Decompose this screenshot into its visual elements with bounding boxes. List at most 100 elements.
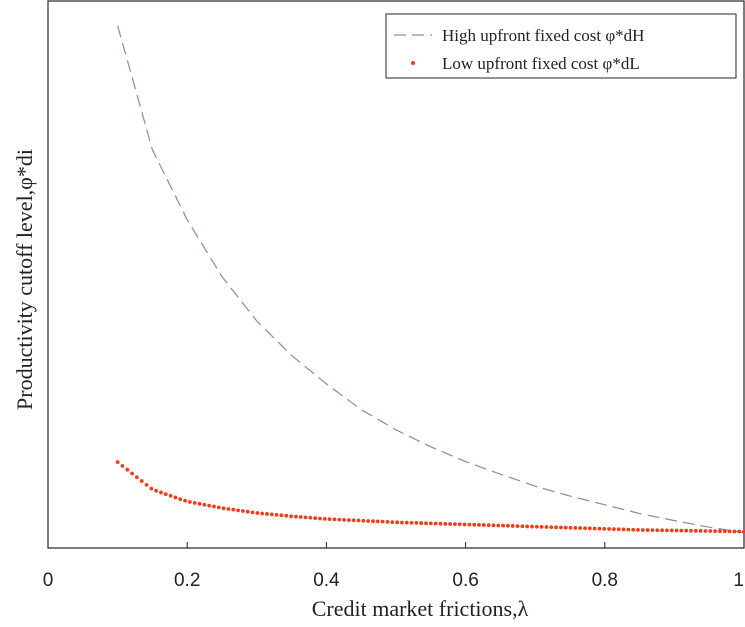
series-point-low-cost xyxy=(650,528,655,533)
series-point-low-cost xyxy=(395,520,399,525)
series-point-low-cost xyxy=(245,509,250,514)
series-point-low-cost xyxy=(592,526,597,531)
series-point-low-cost xyxy=(544,525,549,529)
series-point-low-cost xyxy=(279,513,284,518)
series-point-low-cost xyxy=(342,517,346,522)
series-point-low-cost xyxy=(414,521,419,525)
series-point-low-cost xyxy=(708,529,713,533)
series-point-low-cost xyxy=(274,512,279,517)
series-point-low-cost xyxy=(385,519,390,524)
legend: High upfront fixed cost φ*dH Low upfront… xyxy=(385,13,737,79)
y-axis-label: Productivity cutoff level,φ*di xyxy=(12,149,37,410)
series-point-low-cost xyxy=(515,524,520,529)
series-point-low-cost xyxy=(534,524,539,529)
series-point-low-cost xyxy=(212,504,216,509)
legend-entry-low-cost: Low upfront fixed cost φ*dL xyxy=(442,54,640,73)
x-tick-label: 0.8 xyxy=(592,570,618,591)
series-point-low-cost xyxy=(202,502,207,507)
series-point-low-cost xyxy=(438,521,443,526)
series-point-low-cost xyxy=(207,503,212,508)
series-point-low-cost xyxy=(631,527,636,532)
series-point-low-cost xyxy=(322,516,327,521)
series-point-low-cost xyxy=(332,517,337,522)
series-point-low-cost xyxy=(452,522,457,527)
series-point-low-cost xyxy=(481,523,486,527)
series-point-low-cost xyxy=(269,512,274,517)
series-point-low-cost xyxy=(640,528,645,532)
series-point-low-cost xyxy=(568,525,573,530)
series-point-low-cost xyxy=(698,529,703,533)
series-point-low-cost xyxy=(563,525,568,530)
series-point-low-cost xyxy=(255,511,260,515)
x-ticks: 0 0.2 0.4 0.6 0.8 1 xyxy=(43,542,745,591)
series-point-low-cost xyxy=(578,526,583,530)
series-point-low-cost xyxy=(621,527,626,532)
series-point-low-cost xyxy=(327,517,332,522)
series-point-low-cost xyxy=(221,506,226,511)
series-point-low-cost xyxy=(597,526,602,531)
series-point-low-cost xyxy=(689,528,693,533)
series-point-low-cost xyxy=(486,523,491,528)
series-point-low-cost xyxy=(674,528,679,533)
series-point-low-cost xyxy=(178,497,183,501)
series-point-low-cost xyxy=(149,486,154,491)
series-point-low-cost xyxy=(236,508,240,513)
series-point-low-cost xyxy=(337,517,342,522)
series-point-low-cost xyxy=(226,507,231,511)
series-point-low-cost xyxy=(602,526,607,531)
series-point-low-cost xyxy=(491,523,496,528)
series-point-low-cost xyxy=(472,522,477,527)
series-point-low-cost xyxy=(197,501,202,506)
series-point-low-cost xyxy=(636,527,640,532)
series-point-low-cost xyxy=(742,529,745,534)
series-point-low-cost xyxy=(154,488,159,493)
series-point-low-cost xyxy=(120,464,125,468)
series-point-low-cost xyxy=(115,460,120,465)
x-tick-label: 0.4 xyxy=(313,570,340,591)
series-point-low-cost xyxy=(240,509,245,513)
series-point-low-cost xyxy=(284,513,289,518)
series-dots-low-cost xyxy=(115,460,745,534)
series-point-low-cost xyxy=(289,514,293,519)
series-point-low-cost xyxy=(371,519,375,524)
series-point-low-cost xyxy=(404,520,409,525)
series-point-low-cost xyxy=(187,500,192,504)
series-point-low-cost xyxy=(718,529,722,534)
x-tick-label: 1 xyxy=(733,570,744,591)
series-point-low-cost xyxy=(144,482,149,487)
series-point-low-cost xyxy=(390,520,395,525)
series-point-low-cost xyxy=(587,526,592,531)
series-point-low-cost xyxy=(448,522,452,526)
series-point-low-cost xyxy=(510,524,515,528)
series-point-low-cost xyxy=(293,514,298,519)
series-point-low-cost xyxy=(655,528,660,533)
series-point-low-cost xyxy=(684,528,689,533)
series-point-low-cost xyxy=(130,471,134,476)
legend-entry-high-cost: High upfront fixed cost φ*dH xyxy=(442,26,644,45)
series-point-low-cost xyxy=(703,529,708,533)
series-point-low-cost xyxy=(457,522,462,527)
x-tick-label: 0 xyxy=(43,570,54,591)
series-point-low-cost xyxy=(477,522,481,527)
series-point-low-cost xyxy=(693,528,698,533)
series-point-low-cost xyxy=(558,525,563,530)
x-axis-label: Credit market frictions,λ xyxy=(312,596,529,621)
series-point-low-cost xyxy=(732,529,737,534)
series-point-low-cost xyxy=(539,524,544,529)
series-point-low-cost xyxy=(183,498,187,503)
series-point-low-cost xyxy=(573,526,578,530)
series-point-low-cost xyxy=(308,515,313,520)
series-point-low-cost xyxy=(660,528,664,533)
series-point-low-cost xyxy=(375,519,380,524)
series-point-low-cost xyxy=(159,490,163,495)
series-point-low-cost xyxy=(139,479,144,483)
series-point-low-cost xyxy=(216,505,221,510)
series-point-low-cost xyxy=(380,519,385,524)
series-point-low-cost xyxy=(428,521,433,526)
series-point-low-cost xyxy=(313,516,318,521)
series-point-low-cost xyxy=(612,527,616,532)
series-point-low-cost xyxy=(616,527,621,532)
series-point-low-cost xyxy=(351,518,356,523)
series-point-low-cost xyxy=(163,492,168,496)
series-point-low-cost xyxy=(265,512,269,516)
